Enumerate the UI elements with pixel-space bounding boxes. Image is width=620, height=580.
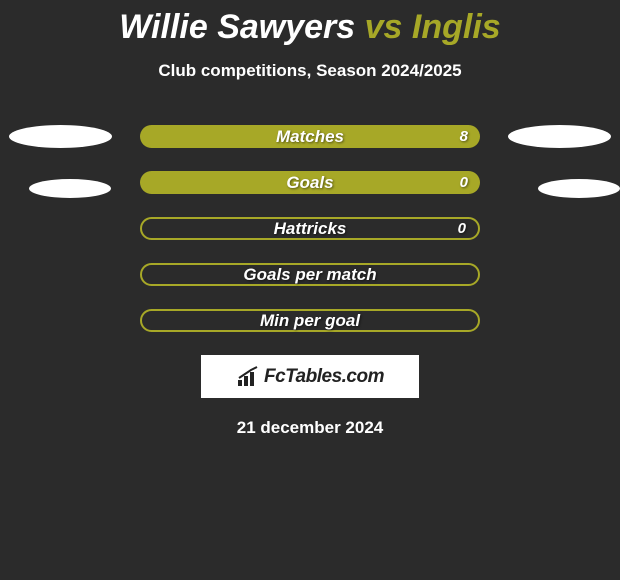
stat-rows: Matches 8 Goals 0 Hattricks 0 Goals per … [140,125,480,332]
stat-label: Goals per match [243,265,376,285]
title-player2: Inglis [412,8,501,46]
stat-row-hattricks: Hattricks 0 [140,217,480,240]
ellipse-decor [29,179,111,198]
stat-row-goals: Goals 0 [140,171,480,194]
stat-row-matches: Matches 8 [140,125,480,148]
stat-value: 0 [460,174,468,191]
stat-row-goals-per-match: Goals per match [140,263,480,286]
stat-label: Min per goal [260,311,360,331]
ellipse-decor [9,125,112,148]
bar-chart-icon [236,366,260,388]
stat-label: Hattricks [274,219,347,239]
logo-box: FcTables.com [201,355,419,398]
logo-inner: FcTables.com [236,366,384,388]
stat-value: 8 [460,128,468,145]
ellipse-decor [508,125,611,148]
ellipse-decor [538,179,620,198]
page-title: Willie Sawyers vs Inglis [0,8,620,47]
footer-date: 21 december 2024 [0,418,620,438]
title-vs: vs [355,8,412,46]
stat-label: Goals [286,173,333,193]
stat-value: 0 [458,220,466,237]
stat-row-min-per-goal: Min per goal [140,309,480,332]
logo-text: FcTables.com [264,366,384,388]
stat-label: Matches [276,127,344,147]
title-player1: Willie Sawyers [119,8,355,46]
subtitle: Club competitions, Season 2024/2025 [0,61,620,81]
stats-area: Matches 8 Goals 0 Hattricks 0 Goals per … [0,125,620,438]
infographic-container: Willie Sawyers vs Inglis Club competitio… [0,0,620,438]
